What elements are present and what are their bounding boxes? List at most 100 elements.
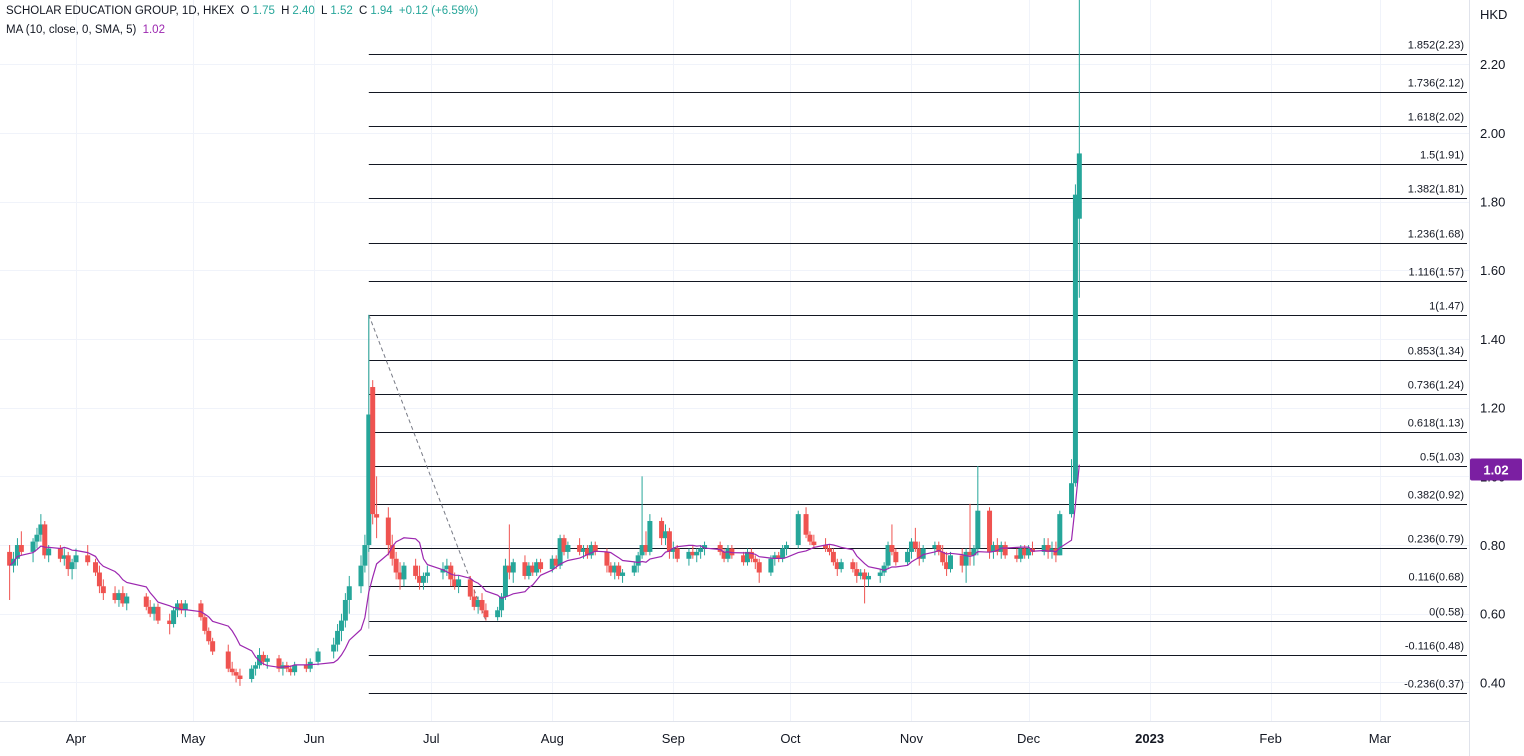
ma-indicator-label[interactable]: MA (10, close, 0, SMA, 5) [6,24,137,36]
candle [342,593,348,628]
candle [233,668,239,683]
candle [225,644,231,673]
candle [370,380,376,525]
candle [694,548,700,563]
candle-body [686,551,692,559]
candle [260,651,266,666]
candle [850,558,856,573]
candle [659,517,665,546]
candle [647,514,653,556]
candle-body [538,562,544,570]
candle-body [85,555,91,563]
indicator-legend[interactable]: MA (10, close, 0, SMA, 5) 1.02 [6,24,168,36]
candle [975,466,981,556]
candle-body [342,599,348,621]
current-price-tag: 1.02 [1470,458,1522,481]
candle-body [444,565,450,570]
candle-body [155,606,161,621]
fib-level-label: 0.116(0.68) [1409,572,1464,584]
candle [155,603,161,625]
candle [151,603,157,621]
candle-body [424,572,430,576]
candle [932,541,938,556]
candle [947,551,953,573]
candle-body [557,538,563,566]
candle [374,476,380,539]
high-label: H [281,5,290,17]
candle [120,586,126,607]
candle [885,541,891,570]
candle-body [963,551,969,566]
candle [830,548,836,566]
candle-body [229,668,235,673]
candle-body [1072,194,1078,484]
fib-level-label: 0.5(1.03) [1420,452,1464,464]
candle-body [30,541,36,552]
fib-level-label: 1.736(2.12) [1408,78,1464,90]
candle [889,524,895,556]
candle [206,627,212,645]
candle [1069,459,1075,518]
candle [592,541,598,556]
time-tick-label: May [181,731,206,746]
candle [666,527,672,559]
candle-body [61,555,67,559]
candle [229,661,235,676]
price-axis-ticks[interactable]: 0.400.600.801.001.201.401.601.802.002.20 [1480,57,1505,690]
fib-level-label: 0.736(1.24) [1408,380,1464,392]
moving-average-line [9,464,1080,668]
candle [30,538,36,563]
candle-body [908,541,914,552]
candle [182,599,188,618]
fibonacci-extension[interactable]: 1.852(2.23) 1.736(2.12) 1.618(2.02) 1.5(1.9… [368,40,1467,694]
candle [639,476,645,559]
time-tick-label: Jun [304,731,325,746]
candle [288,665,294,676]
candle [944,551,950,576]
price-tick-label: 1.20 [1480,401,1505,416]
candle-body [73,555,79,563]
candle [112,586,118,604]
close-value: 1.94 [370,5,393,17]
candle [440,562,446,580]
time-axis-ticks[interactable]: Apr May Jun Jul Aug Sep Oct Nov Dec 2023 Feb Mar [66,731,1392,746]
candle-body [807,534,813,542]
ma-line [9,464,1080,668]
candle-body [346,586,352,600]
candle-body [206,630,212,642]
change-value: +0.12 (+6.59%) [398,5,479,17]
candle-body [522,562,528,576]
candle-body [167,620,173,625]
fib-trend-line[interactable] [368,314,487,621]
candle-body [666,531,672,552]
candle [65,551,71,576]
candle [346,575,352,614]
candle [362,534,368,573]
candle [877,569,883,583]
candle-body [674,548,680,559]
candle [752,555,758,570]
candle [584,545,590,559]
price-tick-label: 0.80 [1480,538,1505,553]
candle [210,637,216,655]
candle-body [14,545,20,559]
candle-body [292,665,298,673]
candle-body [1076,153,1082,219]
candle-body [721,551,727,559]
candle-body [276,658,282,669]
candle [413,558,419,580]
candle [729,545,735,559]
candle-body [264,658,270,662]
symbol-title[interactable]: SCHOLAR EDUCATION GROUP, 1D, HKEX [6,5,235,17]
candle-body [358,565,364,587]
candle-body [370,387,376,515]
candle-body [698,548,704,552]
candle [940,545,946,566]
candle-body [990,545,996,552]
candle [358,555,364,594]
candle-body [959,555,965,566]
candle-body [452,579,458,587]
candlestick-series [7,0,1082,686]
